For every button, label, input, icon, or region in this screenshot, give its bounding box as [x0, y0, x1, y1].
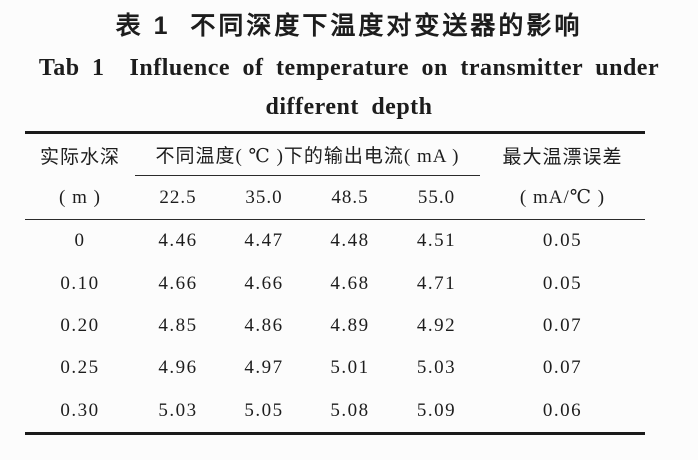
- cell-current: 4.89: [330, 314, 370, 336]
- cell-current: 4.48: [330, 230, 370, 252]
- cell-current: 4.86: [244, 314, 284, 336]
- cell-current: 4.66: [158, 272, 198, 294]
- cell-current: 4.96: [158, 357, 198, 379]
- cell-current: 4.71: [416, 272, 457, 294]
- table-row: 0 4.46 4.47 4.48 4.51 0.05: [25, 220, 645, 262]
- header-drift-unit: ( mA/℃ ): [519, 187, 606, 208]
- cell-depth: 0.30: [60, 399, 100, 421]
- cell-depth: 0.20: [60, 314, 100, 336]
- cell-depth: 0.10: [60, 272, 100, 294]
- cell-current: 4.51: [416, 230, 457, 252]
- cell-current: 5.03: [416, 357, 457, 379]
- cell-current: 4.97: [244, 357, 284, 379]
- header-drift-label: 最大温漂误差: [502, 146, 623, 168]
- data-table: 实际水深 ( m ) 不同温度( ℃ )下的输出电流( mA ) 22.5 35…: [25, 131, 645, 435]
- header-temp-55-0: 55.0: [417, 186, 456, 208]
- table-row: 0.20 4.85 4.86 4.89 4.92 0.07: [25, 305, 645, 347]
- cell-drift: 0.05: [542, 272, 583, 294]
- table-caption-zh: 表 1 不同深度下温度对变送器的影响: [115, 12, 583, 40]
- cell-current: 4.68: [330, 272, 370, 294]
- cell-current: 5.03: [158, 399, 198, 421]
- cell-current: 5.08: [330, 399, 370, 421]
- table-row: 0.30 5.03 5.05 5.08 5.09 0.06: [25, 390, 645, 432]
- header-temp-22-5: 22.5: [159, 186, 197, 208]
- header-temperature-group: 不同温度( ℃ )下的输出电流( mA ): [135, 134, 480, 176]
- cell-depth: 0: [74, 230, 86, 252]
- table-row: 0.10 4.66 4.66 4.68 4.71 0.05: [25, 262, 645, 304]
- header-depth-label: 实际水深: [39, 146, 120, 168]
- cell-current: 5.05: [244, 399, 284, 421]
- cell-current: 5.01: [330, 357, 370, 379]
- cell-drift: 0.06: [542, 399, 583, 421]
- cell-current: 4.47: [244, 230, 284, 252]
- header-temp-48-5: 48.5: [331, 186, 369, 208]
- cell-current: 4.92: [416, 314, 457, 336]
- cell-drift: 0.07: [542, 314, 583, 336]
- table-caption-en-line1: Tab 1 Influence of temperature on transm…: [38, 55, 660, 81]
- cell-current: 4.46: [158, 230, 198, 252]
- table-header: 实际水深 ( m ) 不同温度( ℃ )下的输出电流( mA ) 22.5 35…: [25, 134, 645, 220]
- header-depth-unit: ( m ): [59, 186, 101, 208]
- header-temp-35-0: 35.0: [245, 186, 283, 208]
- table-body: 0 4.46 4.47 4.48 4.51 0.05 0.10 4.66 4.6…: [25, 220, 645, 432]
- cell-current: 4.66: [244, 272, 284, 294]
- cell-drift: 0.05: [542, 230, 583, 252]
- table-row: 0.25 4.96 4.97 5.01 5.03 0.07: [25, 347, 645, 389]
- cell-depth: 0.25: [60, 357, 100, 379]
- cell-drift: 0.07: [542, 357, 583, 379]
- cell-current: 5.09: [416, 399, 457, 421]
- cell-current: 4.85: [158, 314, 198, 336]
- table-caption-en-line2: different depth: [265, 94, 433, 120]
